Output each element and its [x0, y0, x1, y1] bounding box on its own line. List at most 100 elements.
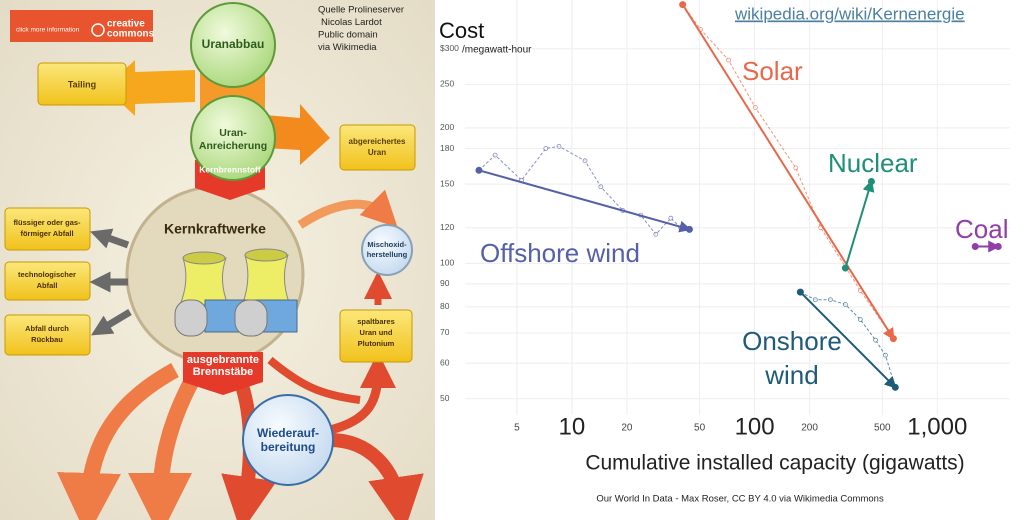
chart-title: Cost [439, 18, 484, 43]
observed-point [752, 105, 758, 110]
trend-point [891, 383, 899, 391]
observed-point [828, 297, 833, 303]
trend-point [679, 1, 687, 9]
observed-line [478, 145, 682, 236]
observed-point [582, 158, 588, 164]
cc-icon [91, 23, 105, 37]
chart-background [435, 0, 1024, 520]
observed-point [873, 337, 878, 343]
flow-arrow [265, 104, 330, 165]
node-label: Plutonium [358, 339, 395, 348]
observed-point [598, 184, 604, 190]
y-tick-label: 70 [440, 327, 450, 337]
y-tick-label: 60 [440, 357, 450, 367]
trend-point [867, 178, 875, 186]
series-label: Nuclear [828, 148, 918, 178]
x-tick-label: 10 [559, 413, 586, 440]
credit: via Wikimedia [318, 42, 377, 53]
box [4, 314, 91, 356]
footer: Our World In Data - Max Roser, CC BY 4.0… [596, 494, 884, 505]
x-tick-label: 100 [735, 413, 775, 440]
node-label: bereitung [261, 440, 316, 454]
process-circle [190, 2, 276, 88]
series-label: Solar [742, 56, 803, 86]
node-label: Mischoxid- [367, 240, 407, 249]
trend-point [971, 242, 979, 250]
observed-point [543, 146, 549, 151]
observed-point [842, 302, 848, 307]
badge-text[interactable]: click more information [16, 27, 80, 34]
reactor [234, 299, 268, 337]
x-axis-label: Cumulative installed capacity (gigawatts… [585, 452, 964, 475]
box [339, 309, 413, 363]
series-label: Onshore wind [742, 326, 842, 390]
node-label: Wiederauf- [257, 426, 319, 440]
observed-point [726, 57, 731, 63]
box [37, 62, 127, 106]
trend-point [685, 225, 693, 233]
cooling-tower [244, 248, 288, 262]
x-tick-label: 50 [694, 423, 706, 434]
badge-text: creative [107, 19, 145, 30]
y-tick-label: 80 [440, 301, 450, 311]
node-label: abgereichertes [349, 137, 406, 146]
credit: Nicolas Lardot [321, 17, 382, 28]
observed-point [556, 143, 562, 149]
observed-point [653, 231, 659, 237]
node-label: förmiger Abfall [20, 229, 73, 238]
x-tick-label: 20 [621, 423, 633, 434]
process-circle [242, 394, 334, 486]
observed-point [793, 165, 799, 171]
x-tick-label: 5 [514, 423, 520, 434]
y-tick-label: 50 [440, 393, 450, 403]
y-tick-label: 100 [440, 258, 454, 268]
series-label: Coal [955, 214, 1009, 244]
trend-line [478, 169, 692, 233]
node-label: flüssiger oder gas- [13, 218, 81, 227]
node-label: Brennstäbe [193, 366, 254, 378]
trend-point [475, 166, 483, 174]
node-label: Kernbrennstoff [199, 164, 261, 174]
x-tick-label: 200 [801, 423, 818, 434]
trend-point [994, 242, 1002, 250]
y-tick-label: 90 [440, 278, 450, 288]
credit: Public domain [318, 30, 378, 41]
process-circle [361, 224, 413, 276]
flow-arrow [128, 371, 202, 520]
cooling-tower [182, 251, 226, 265]
node-label: ausgebrannte [187, 354, 259, 366]
trend-line [799, 291, 897, 389]
node-label: herstellung [367, 250, 408, 259]
waste-arrow [90, 308, 132, 336]
trend-line [844, 179, 875, 269]
y-tick-label: 120 [440, 222, 454, 232]
flow-arrow [328, 352, 396, 435]
node-label: Abfall durch [25, 324, 69, 333]
node-label: spaltbares [357, 317, 395, 326]
node-label: Rückbau [31, 335, 63, 344]
flow-arrow [105, 60, 195, 116]
badge[interactable] [10, 10, 153, 42]
node-label: Tailing [68, 79, 96, 89]
observed-point [492, 152, 498, 158]
trend-point [889, 335, 897, 343]
y-tick-label: 150 [440, 178, 454, 188]
trend-line [681, 4, 895, 341]
y-axis-label: /megawatt-hour [462, 45, 532, 56]
credit: Quelle Prolineserver [318, 5, 404, 16]
banner [183, 352, 263, 395]
flow-arrow [267, 356, 361, 404]
flow-arrow [57, 362, 179, 520]
y-tick-label: 200 [440, 122, 454, 132]
source-link[interactable]: wikipedia.org/wiki/Kernenergie [734, 4, 965, 23]
observed-point [812, 297, 818, 303]
trend-point [796, 288, 804, 296]
reactor [174, 299, 208, 337]
box [339, 124, 416, 171]
node-label: Anreicherung [199, 140, 267, 152]
trend-point [841, 264, 849, 272]
node-label: Uran- [219, 127, 247, 139]
